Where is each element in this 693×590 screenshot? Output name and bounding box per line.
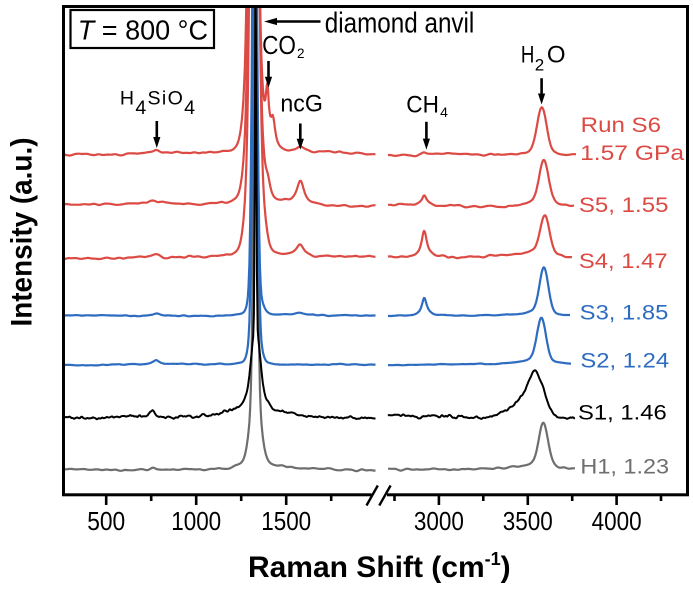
svg-text:3500: 3500 (503, 506, 553, 536)
svg-text:O: O (547, 41, 566, 68)
svg-text:3000: 3000 (414, 506, 464, 536)
svg-text:4000: 4000 (592, 506, 642, 536)
svg-text:1500: 1500 (261, 506, 311, 536)
svg-text:1.57 GPa: 1.57 GPa (580, 142, 684, 165)
svg-text:CH: CH (406, 91, 439, 118)
svg-text:diamond anvil: diamond anvil (325, 7, 475, 39)
svg-text:H: H (521, 41, 535, 68)
svg-text:T = 800 °C: T = 800 °C (78, 14, 208, 45)
svg-text:S2, 1.24: S2, 1.24 (580, 350, 669, 373)
svg-text:Raman Shift (cm-1): Raman Shift (cm-1) (248, 549, 511, 584)
svg-text:H1, 1.23: H1, 1.23 (580, 456, 669, 479)
svg-text:2: 2 (297, 46, 305, 61)
svg-text:CO: CO (262, 32, 296, 60)
svg-text:S3, 1.85: S3, 1.85 (580, 302, 669, 325)
svg-text:ncG: ncG (280, 91, 323, 118)
svg-text:2: 2 (535, 55, 544, 74)
svg-text:1000: 1000 (171, 506, 221, 536)
svg-text:Intensity (a.u.): Intensity (a.u.) (6, 138, 39, 327)
svg-text:S4, 1.47: S4, 1.47 (579, 250, 668, 273)
svg-text:Run S6: Run S6 (581, 114, 661, 137)
svg-text:S5, 1.55: S5, 1.55 (579, 194, 669, 217)
svg-text:S1, 1.46: S1, 1.46 (578, 402, 667, 425)
svg-text:4: 4 (440, 104, 448, 120)
svg-text:500: 500 (87, 506, 125, 536)
